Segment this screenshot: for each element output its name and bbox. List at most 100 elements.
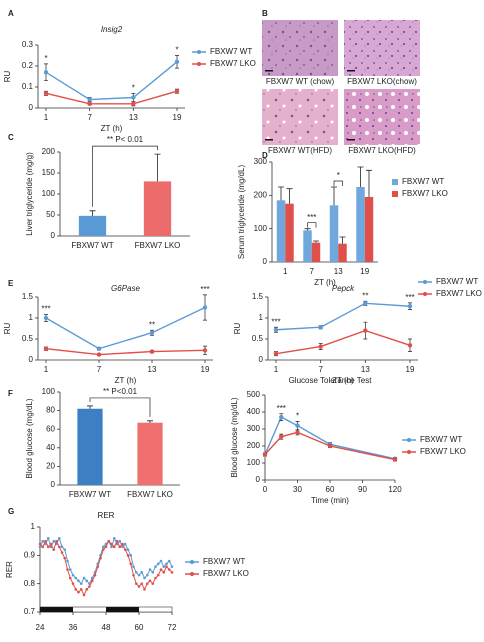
data-point — [49, 542, 53, 546]
data-point — [327, 443, 333, 449]
data-point — [143, 588, 146, 591]
bar — [364, 197, 374, 262]
data-point — [148, 568, 152, 571]
data-point — [43, 346, 49, 351]
legend-marker — [190, 572, 194, 576]
error-bar — [89, 210, 96, 216]
bar — [78, 215, 107, 236]
y-tick-label: 0.7 — [24, 607, 36, 616]
x-tick-label: 24 — [36, 623, 45, 632]
panel-label: B — [262, 9, 268, 18]
bar — [303, 230, 312, 262]
x-axis-label: ZT (h) — [115, 376, 137, 385]
x-tick-label: FBXW7 WT — [69, 490, 111, 499]
data-point — [57, 537, 61, 540]
data-point — [96, 346, 102, 351]
data-point — [123, 548, 127, 551]
y-tick-label: 0 — [29, 355, 34, 364]
data-point — [295, 430, 300, 435]
legend-marker — [423, 292, 427, 296]
data-point — [118, 539, 122, 543]
y-tick-label: 0 — [51, 231, 56, 240]
data-point — [87, 97, 92, 102]
y-tick-label: 0.5 — [252, 334, 264, 343]
y-tick-label: 20 — [46, 462, 55, 471]
x-tick-label: 72 — [168, 623, 177, 632]
data-point — [145, 582, 149, 585]
x-tick-label: 1 — [274, 365, 279, 374]
data-point — [143, 576, 146, 580]
data-point — [131, 95, 136, 100]
image-caption: FBXW7 WT (chow) — [266, 77, 335, 86]
data-point — [66, 559, 69, 563]
error-bar — [312, 240, 319, 243]
data-point — [38, 545, 42, 549]
legend-label: FBXW7 WT — [402, 177, 444, 186]
error-bar — [147, 420, 153, 423]
data-point — [41, 539, 45, 543]
data-point — [96, 565, 100, 568]
panel-label: E — [8, 279, 14, 288]
significance-stars: *** — [405, 293, 414, 302]
y-axis-label: RU — [233, 323, 242, 335]
y-tick-label: 80 — [46, 406, 55, 415]
data-point — [79, 582, 83, 585]
y-tick-label: 1.5 — [22, 292, 34, 301]
data-point — [43, 315, 49, 321]
data-point — [85, 588, 89, 591]
scale-bar — [265, 70, 273, 72]
significance-stars: * — [175, 46, 178, 55]
series-line — [45, 61, 178, 101]
legend-label: FBXW7 LKO — [420, 447, 466, 456]
y-tick-label: 400 — [247, 407, 261, 416]
y-tick-label: 0.1 — [22, 82, 34, 91]
image-caption: FBXW7 LKO(chow) — [347, 77, 417, 86]
panel-label: G — [8, 507, 14, 516]
y-tick-label: 100 — [247, 458, 261, 467]
significance-label: ** P< 0.01 — [107, 135, 144, 144]
panel-label: A — [8, 9, 14, 18]
data-point — [52, 539, 56, 543]
data-point — [82, 576, 86, 580]
data-point — [156, 573, 160, 577]
data-point — [132, 565, 135, 568]
y-axis-label: RU — [3, 71, 12, 83]
data-point — [174, 59, 180, 64]
x-tick-label: 48 — [102, 623, 111, 632]
y-tick-label: 200 — [42, 147, 56, 156]
y-tick-label: 40 — [46, 443, 55, 452]
data-point — [46, 545, 50, 549]
chart-title: Glucose Tolerance Test — [289, 376, 373, 385]
y-tick-label: 60 — [46, 424, 55, 433]
series-line — [45, 306, 206, 350]
data-point — [112, 545, 116, 549]
y-tick-label: 1.5 — [252, 292, 264, 301]
data-point — [392, 457, 398, 462]
significance-stars: *** — [41, 305, 50, 314]
data-point — [167, 568, 171, 571]
significance-stars: ** — [362, 291, 368, 300]
y-tick-label: 0.5 — [22, 334, 34, 343]
data-point — [118, 545, 122, 549]
data-point — [162, 565, 166, 568]
histology-image — [262, 20, 338, 76]
data-point — [407, 304, 413, 309]
y-tick-label: 0.9 — [24, 550, 36, 559]
data-point — [88, 585, 91, 588]
data-point — [82, 593, 86, 597]
data-point — [129, 554, 133, 557]
data-point — [74, 588, 78, 591]
x-tick-label: 13 — [129, 113, 138, 122]
series-line — [45, 347, 206, 356]
x-axis-label: ZT (h) — [101, 124, 123, 133]
significance-stars: * — [337, 171, 340, 180]
data-point — [154, 576, 157, 580]
data-point — [174, 89, 180, 94]
x-tick-label: 7 — [97, 365, 102, 374]
legend-label: FBXW7 LKO — [203, 569, 249, 578]
data-point — [60, 545, 64, 549]
chart-title: Insig2 — [101, 25, 123, 34]
data-point — [85, 579, 89, 583]
x-tick-label: 0 — [263, 485, 268, 494]
legend-marker — [190, 560, 194, 564]
